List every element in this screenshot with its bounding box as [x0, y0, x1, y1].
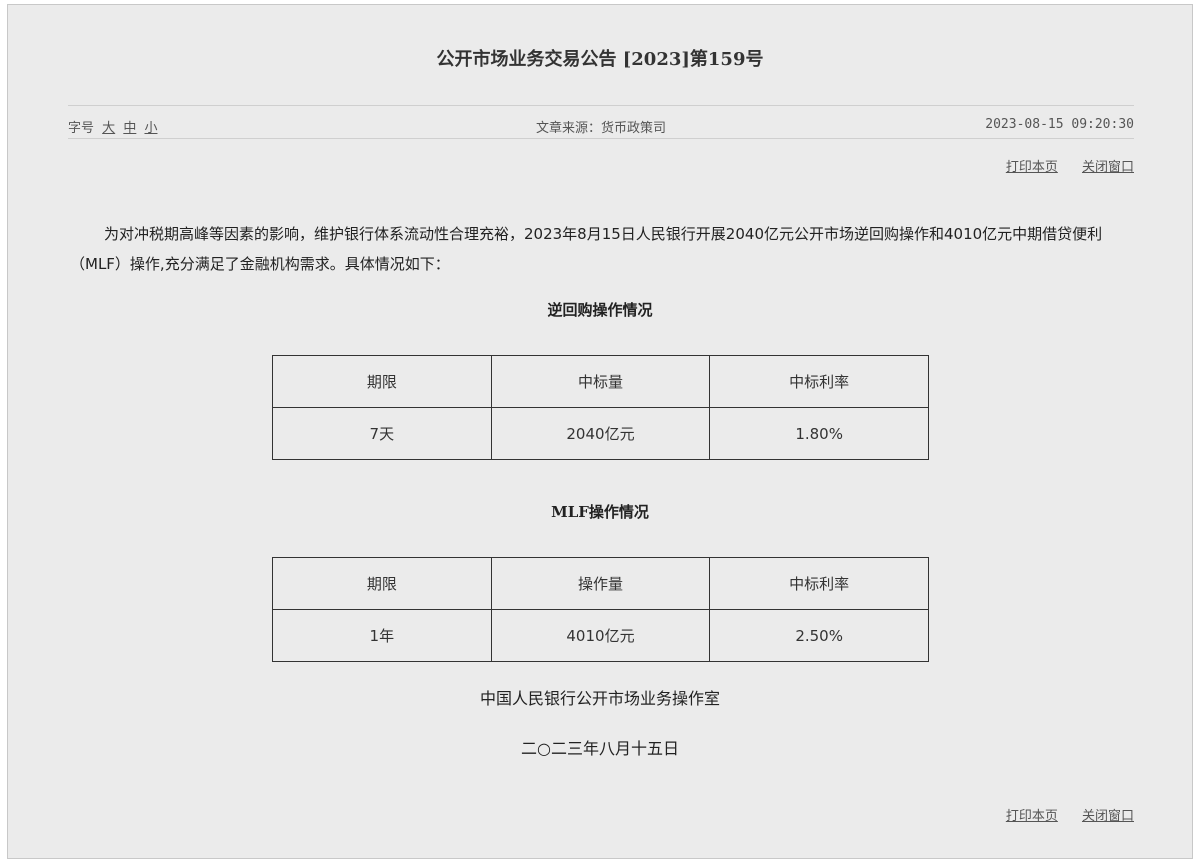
- header-cell: 中标利率: [709, 355, 929, 408]
- header-cell: 中标利率: [709, 557, 929, 610]
- body-paragraph: 为对冲税期高峰等因素的影响，维护银行体系流动性合理充裕，2023年8月15日人民…: [70, 225, 1103, 273]
- print-page-link[interactable]: 打印本页: [1005, 809, 1058, 824]
- publish-time: 2023-08-15 09:20:30: [985, 117, 1134, 132]
- mlf-heading: MLF操作情况: [551, 503, 649, 521]
- print-page-link[interactable]: 打印本页: [1005, 160, 1058, 175]
- divider: [68, 105, 1134, 106]
- table-header-row: 期限 操作量 中标利率: [272, 557, 929, 610]
- table-row: 7天 2040亿元 1.80%: [272, 407, 929, 460]
- announcement-page: 公开市场业务交易公告 [2023]第159号 字号 大 中 小 文章来源：货币政…: [7, 4, 1193, 859]
- font-size-controls: 字号 大 中 小: [68, 117, 157, 136]
- repo-heading: 逆回购操作情况: [547, 301, 653, 319]
- mlf-table: 期限 操作量 中标利率 1年 4010亿元 2.50%: [272, 557, 929, 662]
- font-small-button[interactable]: 小: [144, 121, 158, 136]
- table-cell: 1年: [272, 609, 492, 662]
- bottom-links: 打印本页 关闭窗口: [986, 805, 1134, 824]
- header-cell: 期限: [272, 557, 492, 610]
- table-cell: 2.50%: [709, 609, 929, 662]
- table-cell: 1.80%: [709, 407, 929, 460]
- meta-bar: 字号 大 中 小 文章来源：货币政策司 2023-08-15 09:20:30: [68, 113, 1134, 139]
- table-cell: 7天: [272, 407, 492, 460]
- font-size-label: 字号: [68, 121, 95, 136]
- font-medium-button[interactable]: 中: [123, 121, 137, 136]
- article-source: 文章来源：货币政策司: [535, 121, 666, 136]
- table-row: 1年 4010亿元 2.50%: [272, 609, 929, 662]
- table-cell: 4010亿元: [490, 609, 711, 662]
- top-links: 打印本页 关闭窗口: [986, 156, 1134, 175]
- divider: [68, 138, 1134, 139]
- font-large-button[interactable]: 大: [102, 121, 116, 136]
- page-title: 公开市场业务交易公告 [2023]第159号: [436, 49, 764, 70]
- close-window-link[interactable]: 关闭窗口: [1081, 809, 1134, 824]
- header-cell: 期限: [272, 355, 492, 408]
- close-window-link[interactable]: 关闭窗口: [1081, 160, 1134, 175]
- table-header-row: 期限 中标量 中标利率: [272, 355, 929, 408]
- header-cell: 中标量: [490, 355, 711, 408]
- signature-org: 中国人民银行公开市场业务操作室: [479, 689, 720, 708]
- repo-table: 期限 中标量 中标利率 7天 2040亿元 1.80%: [272, 355, 929, 460]
- signature-date: 二○二三年八月十五日: [521, 739, 679, 758]
- table-cell: 2040亿元: [490, 407, 711, 460]
- header-cell: 操作量: [490, 557, 711, 610]
